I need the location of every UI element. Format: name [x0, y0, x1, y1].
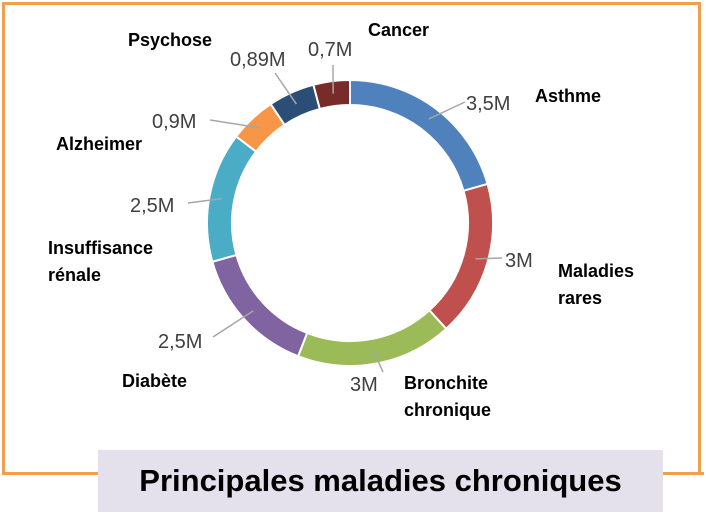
- value-label-7: 0,89M: [230, 49, 286, 71]
- title-box: Principales maladies chroniques: [98, 450, 663, 512]
- leader-line-3: [373, 351, 384, 373]
- donut-slice-4: [211, 253, 309, 358]
- value-label-5: 2,5M: [130, 195, 174, 217]
- donut-slice-3: [296, 308, 448, 367]
- leader-line-4: [212, 310, 254, 338]
- category-label-3: Bronchite chronique: [404, 373, 491, 420]
- donut-slice-2: [427, 182, 494, 331]
- category-label-5: Insuffisance rénale: [48, 238, 153, 285]
- category-label-2: Maladies rares: [558, 261, 634, 308]
- value-label-8: 0,7M: [308, 39, 352, 61]
- category-label-1: Asthme: [535, 86, 601, 106]
- leader-line-1: [428, 101, 466, 120]
- value-label-2: 3M: [505, 250, 533, 272]
- leader-line-5: [187, 197, 222, 204]
- value-label-6: 0,9M: [152, 111, 196, 133]
- leader-line-7: [274, 72, 297, 105]
- category-label-6: Alzheimer: [56, 134, 142, 154]
- donut-slice-8: [312, 78, 351, 111]
- value-label-4: 2,5M: [158, 331, 202, 353]
- leader-line-2: [475, 257, 503, 260]
- chart-frame: [2, 2, 701, 475]
- category-label-8: Cancer: [368, 20, 429, 40]
- category-label-4: Diabète: [122, 371, 187, 391]
- chart-title: Principales maladies chroniques: [139, 463, 622, 498]
- value-label-1: 3,5M: [466, 93, 510, 115]
- value-label-3: 3M: [350, 374, 378, 396]
- category-label-7: Psychose: [128, 30, 212, 50]
- leader-line-6: [209, 119, 261, 129]
